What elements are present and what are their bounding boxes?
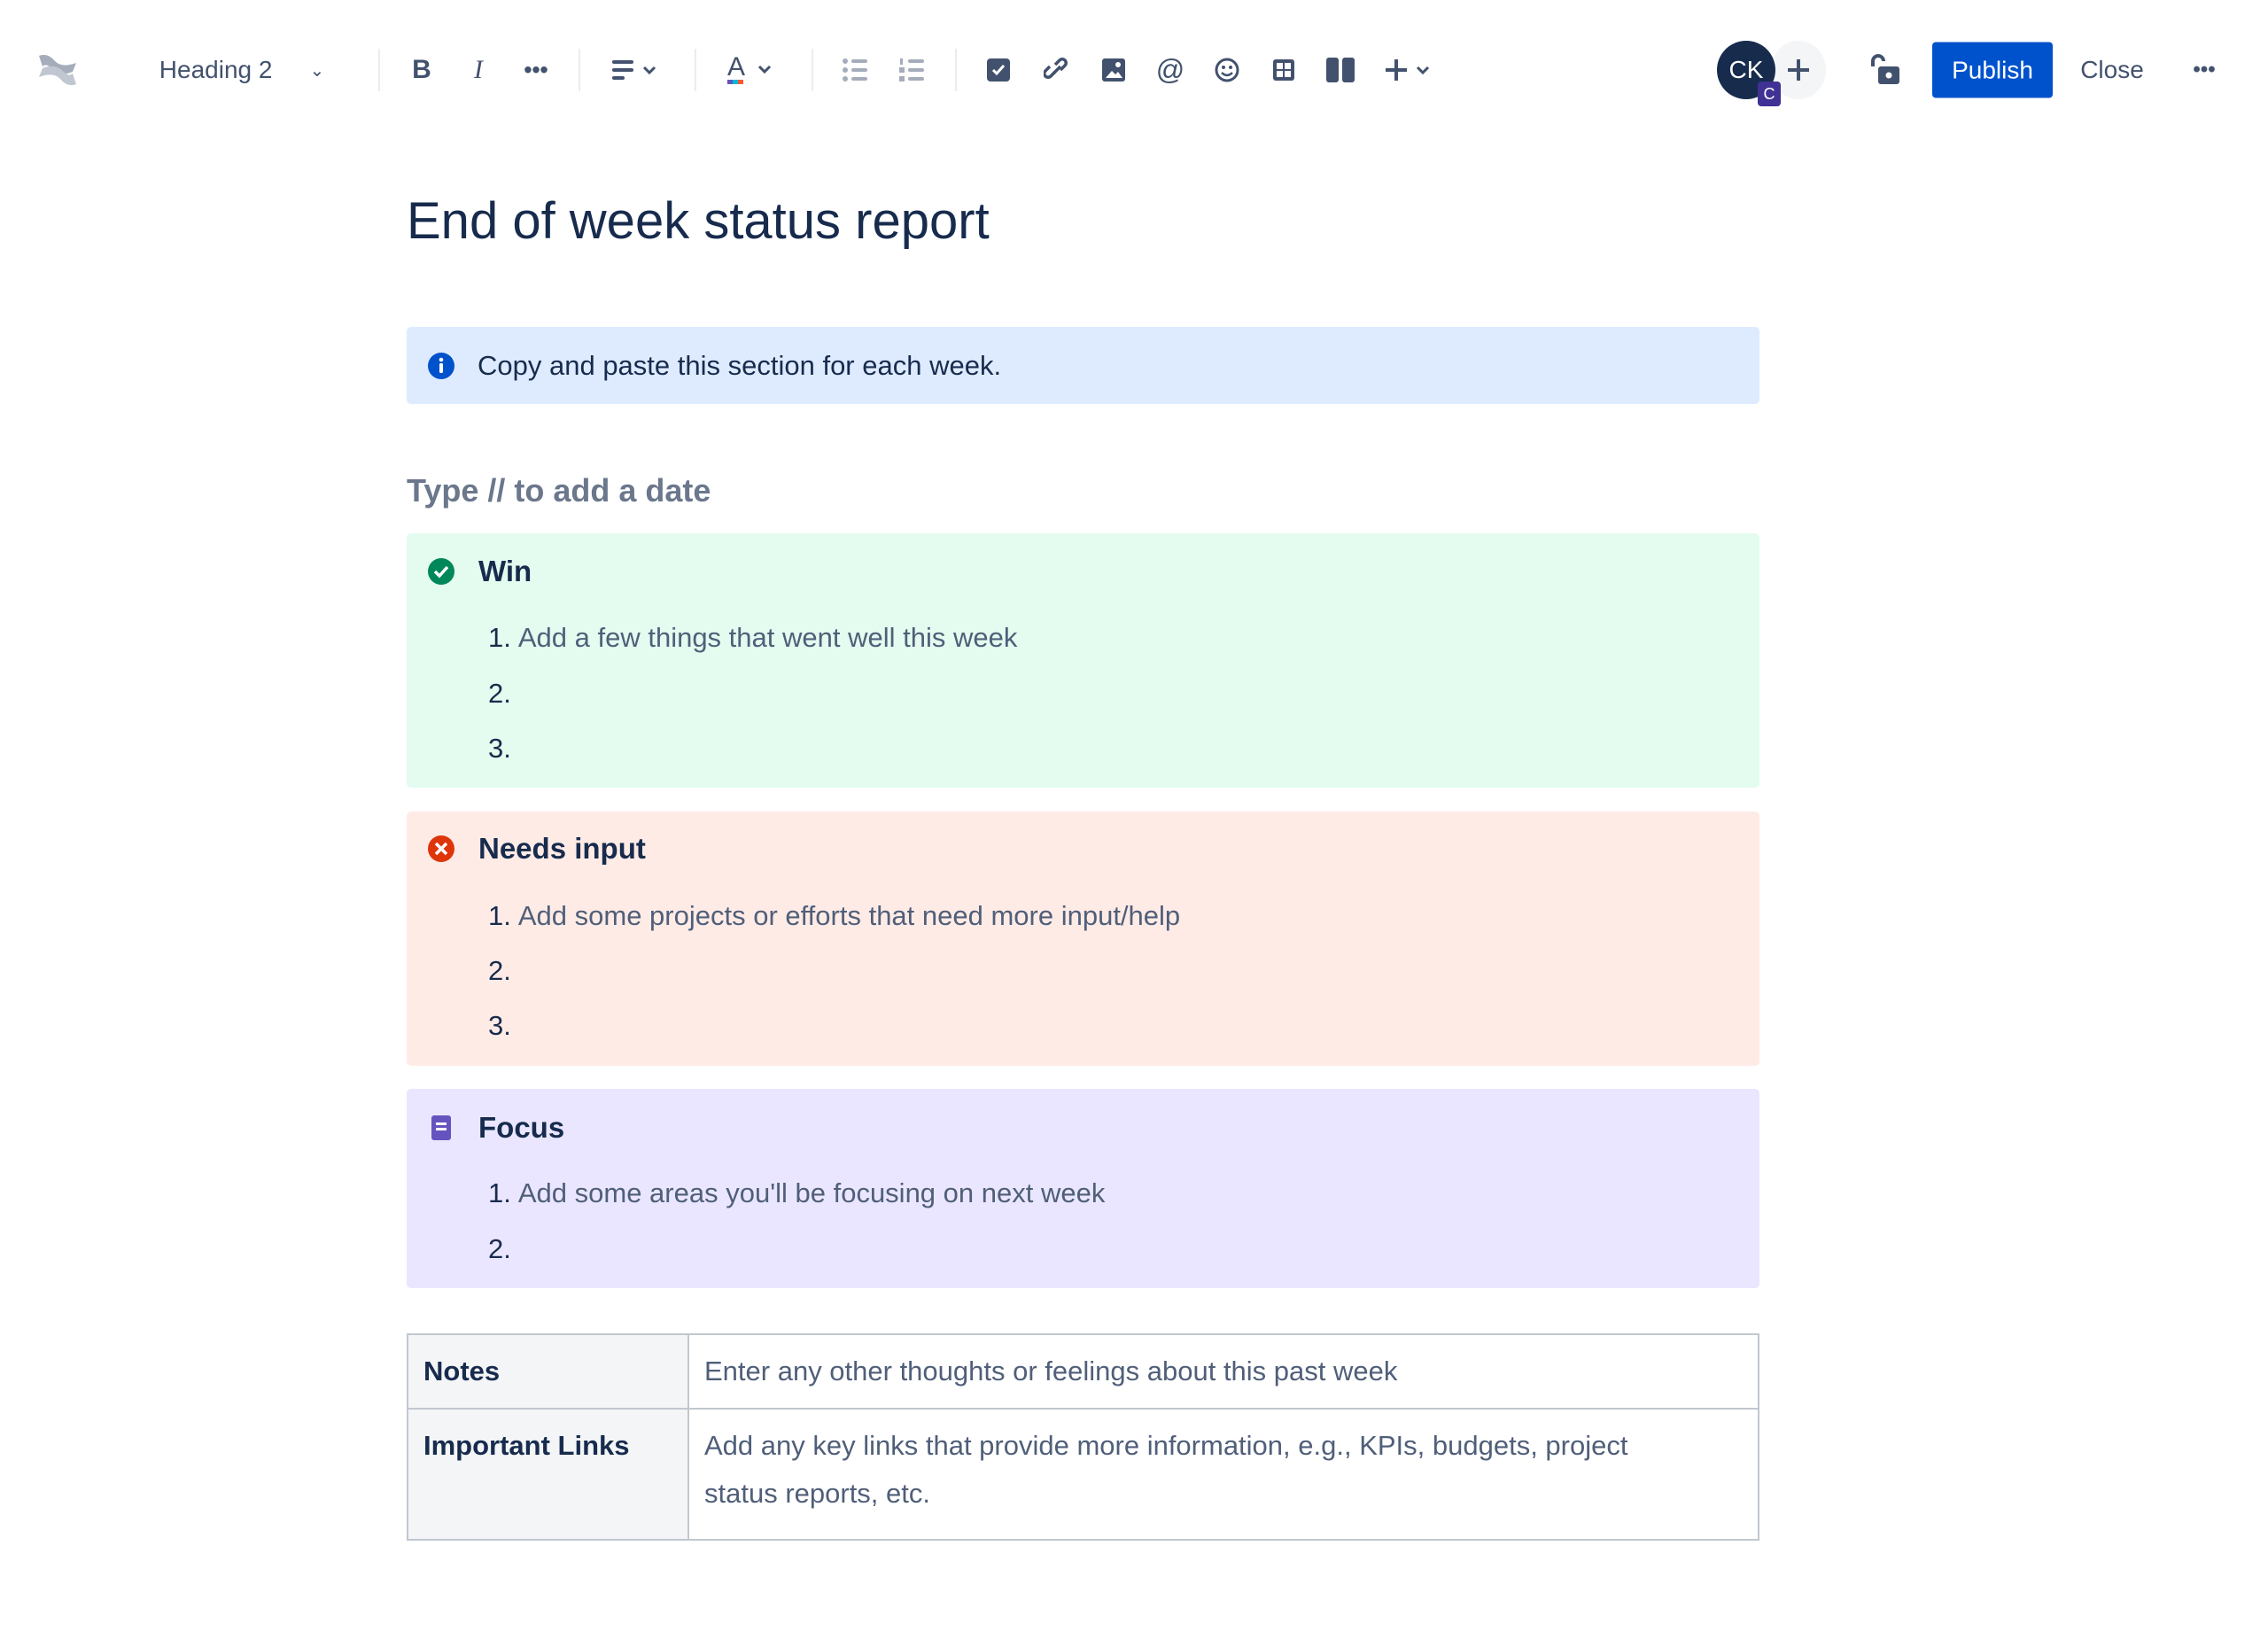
check-circle-icon (428, 558, 454, 585)
align-icon (612, 60, 656, 80)
divider (695, 49, 696, 91)
numbered-list-icon (899, 58, 924, 82)
table-cell[interactable]: Add any key links that provide more info… (687, 1408, 1759, 1541)
note-panel[interactable] (407, 1089, 1759, 1288)
link-button[interactable] (1044, 57, 1070, 83)
table-row: Notes Enter any other thoughts or feelin… (407, 1333, 1759, 1410)
lock-icon (1871, 54, 1899, 84)
list-item[interactable]: 1. Add some projects or efforts that need… (488, 900, 1181, 931)
table-cell[interactable]: Enter any other thoughts or feelings abo… (687, 1333, 1759, 1410)
mention-icon: @ (1155, 53, 1185, 86)
layout-icon (1326, 58, 1355, 82)
table-icon (1273, 59, 1294, 81)
table-header-cell[interactable]: Important Links (407, 1408, 689, 1541)
layout-button[interactable] (1325, 57, 1355, 83)
info-text: Copy and paste this section for each wee… (478, 350, 1002, 381)
info-icon (428, 353, 454, 379)
success-panel[interactable] (407, 533, 1759, 788)
bold-icon: B (412, 55, 431, 84)
list-item[interactable]: 1. Add some areas you'll be focusing on n… (488, 1177, 1106, 1208)
insert-button[interactable] (1384, 57, 1437, 83)
panel-title: Win (478, 555, 532, 587)
divider (812, 49, 813, 91)
task-button[interactable] (986, 58, 1011, 82)
list-item[interactable]: 2. (488, 1233, 511, 1264)
info-panel[interactable]: Copy and paste this section for each wee… (407, 327, 1759, 404)
text-color-button[interactable]: A (724, 52, 777, 88)
notes-table: Notes Enter any other thoughts or feelin… (407, 1333, 1759, 1541)
emoji-button[interactable] (1214, 57, 1240, 83)
svg-text:A: A (727, 52, 745, 82)
divider (378, 49, 380, 91)
insert-icon (1386, 59, 1430, 81)
more-icon: ••• (2193, 58, 2216, 82)
list-item[interactable]: 2. (488, 955, 511, 986)
text-style-dropdown[interactable]: Heading 2 ⌄ (153, 56, 330, 84)
bold-button[interactable]: B (412, 55, 431, 85)
more-formatting-icon: ••• (524, 56, 548, 83)
avatar-initials: CK (1728, 56, 1764, 83)
mention-button[interactable]: @ (1156, 54, 1184, 87)
plus-icon (1788, 59, 1809, 81)
restrictions-button[interactable] (1869, 54, 1901, 86)
table-button[interactable] (1271, 58, 1296, 82)
list-item[interactable]: 3. (488, 1010, 511, 1041)
table-row: Important Links Add any key links that p… (407, 1408, 1759, 1541)
italic-button[interactable]: I (474, 55, 483, 85)
text-style-label: Heading 2 (159, 56, 273, 83)
avatar[interactable]: CK C (1717, 41, 1781, 106)
table-header-cell[interactable]: Notes (407, 1333, 689, 1410)
italic-icon: I (474, 55, 483, 84)
page-title[interactable]: End of week status report (407, 192, 990, 250)
error-panel[interactable] (407, 812, 1759, 1066)
list-item[interactable]: 3. (488, 733, 511, 764)
bullet-list-icon (843, 58, 867, 82)
more-button[interactable]: ••• (2193, 58, 2215, 82)
panel-title: Focus (478, 1111, 565, 1144)
list-item[interactable]: 2. (488, 678, 511, 709)
avatar-badge: C (1758, 82, 1781, 106)
panel-title: Needs input (478, 832, 646, 865)
confluence-logo[interactable] (35, 49, 80, 91)
emoji-icon (1215, 58, 1239, 82)
image-button[interactable] (1101, 58, 1126, 82)
divider (955, 49, 957, 91)
list-item[interactable]: 1. Add a few things that went well this w… (488, 622, 1018, 653)
chevron-down-icon: ⌄ (309, 60, 325, 81)
align-button[interactable] (610, 57, 660, 83)
numbered-list-button[interactable] (898, 58, 925, 82)
link-icon (1044, 58, 1068, 79)
publish-label: Publish (1952, 56, 2033, 83)
error-icon (428, 835, 454, 862)
task-icon (987, 58, 1010, 82)
text-color-icon: A (727, 52, 772, 84)
note-icon (431, 1115, 451, 1140)
bullet-list-button[interactable] (842, 58, 868, 82)
close-button[interactable]: Close (2080, 56, 2144, 84)
date-placeholder[interactable]: Type // to add a date (407, 472, 711, 509)
divider (579, 49, 580, 91)
more-formatting-button[interactable]: ••• (524, 57, 548, 84)
publish-button[interactable]: Publish (1932, 42, 2053, 98)
image-icon (1102, 58, 1125, 82)
close-label: Close (2080, 56, 2144, 83)
